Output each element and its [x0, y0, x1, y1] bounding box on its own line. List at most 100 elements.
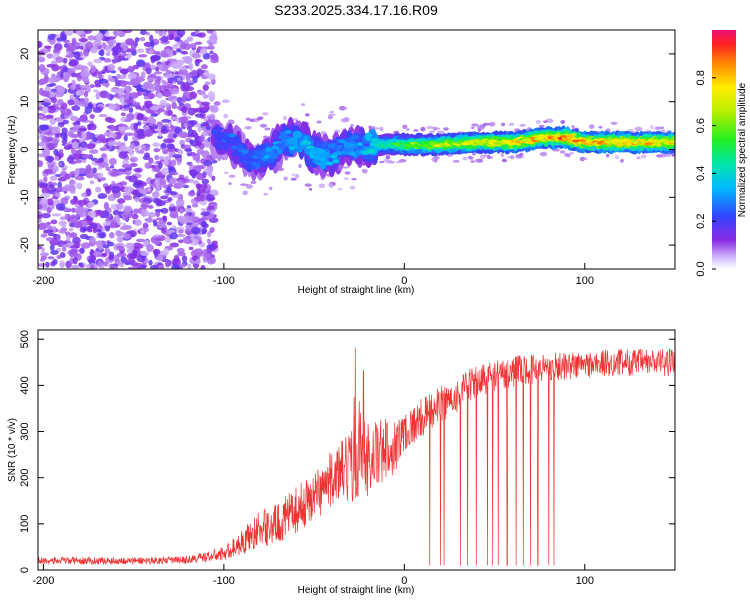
- y-tick-label: 400: [19, 376, 31, 394]
- spectrogram-cell: [543, 120, 548, 123]
- spectrogram-cell: [72, 256, 78, 265]
- spectrogram-cell: [605, 153, 610, 158]
- spectrogram-cell: [190, 237, 195, 242]
- spectrogram-cell: [545, 118, 554, 123]
- spectrogram-cell: [154, 178, 161, 186]
- spectrogram-cell: [169, 191, 178, 196]
- spectrogram-cell: [49, 38, 56, 45]
- spectrogram-cell: [148, 259, 153, 266]
- spectrogram-cell: [131, 50, 137, 56]
- spectrogram-cell: [671, 153, 675, 157]
- y-tick-label: -20: [19, 237, 31, 253]
- spectrogram-cell: [51, 196, 59, 200]
- spectrogram-cell: [93, 89, 99, 93]
- spectrogram-cell: [113, 54, 118, 60]
- spectrogram-cell: [124, 132, 134, 136]
- spectrogram-cell: [60, 197, 69, 205]
- spectrogram-cell: [508, 122, 515, 126]
- spectrogram-cell: [325, 161, 334, 166]
- spectrogram-cell: [164, 235, 172, 243]
- spectrogram-cell: [75, 149, 83, 154]
- spectrogram-cell: [200, 264, 206, 269]
- spectrogram-cell: [87, 201, 95, 208]
- spectrogram-cell: [370, 138, 380, 143]
- spectrogram-cell: [139, 250, 150, 257]
- spectrogram-cell: [103, 57, 112, 63]
- spectrogram-cell: [275, 143, 285, 148]
- spectrogram-cell: [123, 134, 128, 142]
- colorbar-tick-label: 0.8: [695, 70, 707, 85]
- spectrogram-cell: [51, 73, 56, 79]
- spectrogram-cell: [153, 51, 161, 55]
- spectrogram-cell: [73, 51, 81, 59]
- spectrogram-cell: [92, 107, 103, 113]
- spectrogram-cell: [167, 133, 175, 140]
- spectrogram-cell: [209, 105, 219, 113]
- spectrogram-cell: [118, 123, 125, 127]
- chart-title: S233.2025.334.17.16.R09: [274, 2, 438, 18]
- spectrogram-cell: [184, 215, 190, 220]
- spectrogram-cell: [60, 131, 67, 140]
- spectrogram-cell: [120, 112, 126, 117]
- spectrogram-cell: [125, 206, 132, 214]
- spectrogram-cell: [108, 103, 117, 110]
- spectrogram-cell: [178, 263, 187, 268]
- spectrogram-cell: [210, 78, 216, 86]
- spectrogram-cell: [539, 151, 548, 157]
- spectrogram-cell: [181, 106, 188, 113]
- spectrogram-cell: [45, 237, 54, 242]
- spectrogram-cell: [535, 120, 541, 124]
- spectrogram-cell: [181, 56, 190, 60]
- spectrogram-cell: [188, 190, 196, 197]
- spectrogram-cell: [61, 108, 72, 116]
- spectrogram-cell: [95, 92, 101, 100]
- spectrogram-cell: [139, 264, 148, 269]
- spectrogram-cell: [189, 120, 198, 125]
- spectrogram-cell: [579, 139, 587, 143]
- spectrogram-x-axis-label: Height of straight line (km): [298, 285, 415, 296]
- spectrogram-cell: [68, 227, 74, 232]
- spectrogram-cell: [86, 30, 93, 34]
- spectrogram-cell: [290, 177, 297, 181]
- spectrogram-cell: [126, 85, 132, 93]
- spectrogram-cell: [559, 150, 566, 154]
- spectrogram-cell: [304, 183, 312, 187]
- spectrogram-cell: [89, 149, 99, 154]
- spectrogram-cell: [38, 141, 48, 147]
- spectrogram-cell: [97, 228, 102, 233]
- spectrogram-cell: [149, 105, 160, 111]
- spectrogram-cell: [51, 213, 62, 217]
- spectrogram-cell: [64, 213, 69, 220]
- spectrogram-cell: [120, 256, 128, 263]
- spectrogram-cell: [55, 203, 66, 211]
- spectrogram-cell: [172, 44, 178, 50]
- spectrogram-cell: [254, 150, 262, 155]
- spectrogram-cell: [324, 154, 331, 159]
- spectrogram-cell: [38, 53, 43, 59]
- spectrogram-cell: [61, 246, 67, 252]
- spectrogram-cell: [402, 124, 408, 129]
- spectrogram-cell: [49, 175, 58, 181]
- spectrogram-cell: [501, 158, 507, 163]
- spectrogram-cell: [129, 156, 139, 163]
- colorbar-label: Normalized spectral amplitude: [737, 82, 748, 217]
- spectrogram-cell: [127, 266, 136, 269]
- spectrogram-cell: [161, 142, 167, 149]
- spectrogram-cell: [155, 217, 164, 221]
- spectrogram-cell: [43, 168, 54, 175]
- spectrogram-cell: [118, 145, 128, 151]
- spectrogram-cell: [56, 40, 61, 44]
- colorbar-tick-label: 0.0: [695, 261, 707, 276]
- spectrogram-cell: [165, 69, 172, 74]
- spectrogram-cell: [443, 127, 449, 131]
- spectrogram-cell: [82, 49, 90, 57]
- spectrogram-cell: [420, 126, 426, 132]
- spectrogram-cell: [194, 113, 204, 118]
- spectrogram-cell: [471, 123, 479, 127]
- spectrogram-cell: [116, 236, 124, 243]
- spectrogram-cell: [475, 158, 483, 163]
- spectrogram-cell: [86, 131, 92, 135]
- spectrogram-cell: [73, 98, 80, 107]
- spectrogram-cell: [38, 263, 47, 267]
- spectrogram-cell: [165, 48, 171, 54]
